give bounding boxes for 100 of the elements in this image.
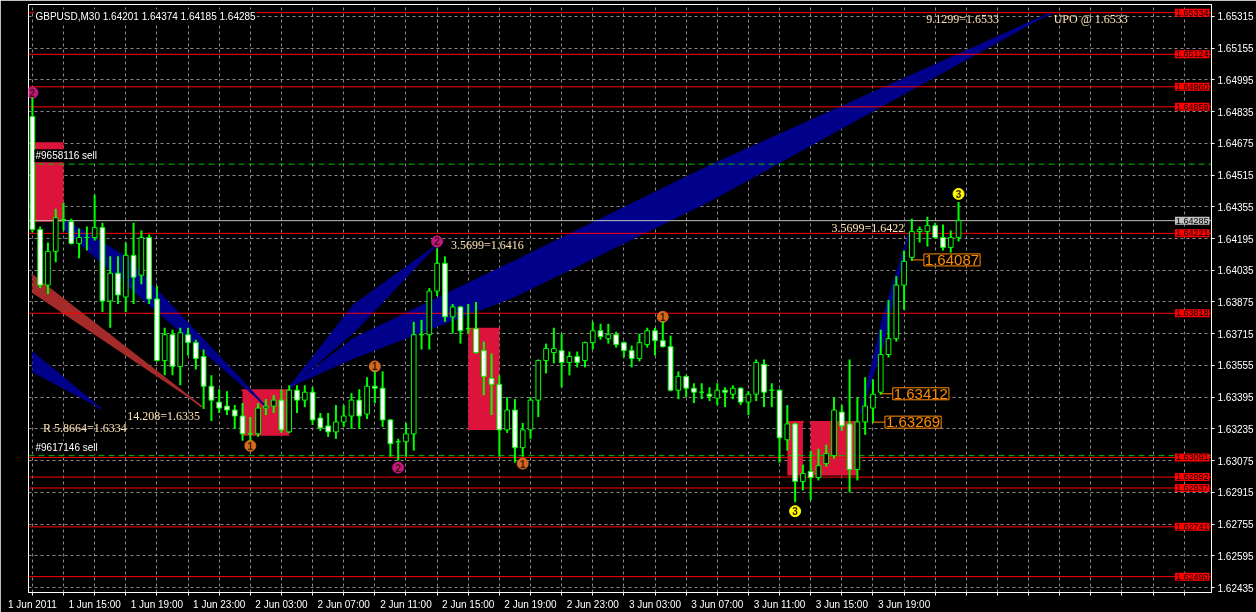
candlestick <box>473 301 479 354</box>
candlestick <box>231 405 238 429</box>
candlestick <box>722 387 728 408</box>
annotation: 2 <box>395 462 402 474</box>
x-tick-label: 1 Jun 15:00 <box>68 598 122 610</box>
candlestick <box>239 403 246 441</box>
candlestick <box>403 422 409 457</box>
ref-line-label: 1.65124 <box>1175 49 1209 60</box>
annotation: 14.208=1.6335 <box>127 409 201 424</box>
ref-line-label: 1.64221 <box>1175 228 1209 239</box>
x-tick-label: 2 Jun 15:00 <box>442 598 495 610</box>
ref-line-label: #9617146 sell <box>35 441 98 453</box>
candlestick <box>325 413 331 437</box>
x-tick-label: 3 Jun 11:00 <box>753 598 806 610</box>
candlestick <box>216 389 223 414</box>
candlestick <box>224 391 230 416</box>
ref-line-label: 1.65334 <box>1175 7 1209 18</box>
x-tick-label: 3 Jun 19:00 <box>877 598 931 610</box>
candlestick <box>76 228 82 259</box>
annotation: 1 <box>660 311 667 323</box>
ref-line-label: 1.62741 <box>1175 521 1209 532</box>
y-tick-label: 1.63075 <box>1217 455 1255 467</box>
annotation: 3.5699=1.6416 <box>451 238 524 253</box>
y-tick-label: 1.62755 <box>1217 519 1255 531</box>
candlestick <box>901 250 907 310</box>
y-tick-label: 1.63715 <box>1217 328 1255 340</box>
y-tick-label: 1.65315 <box>1217 11 1255 23</box>
x-tick-label: 2 Jun 07:00 <box>317 598 371 610</box>
candlestick <box>372 371 378 404</box>
y-tick-label: 1.62915 <box>1217 487 1255 499</box>
text: GBPUSD,M30 1.64201 1.64374 1.64185 1.64285 <box>35 10 257 22</box>
candlestick <box>333 405 339 439</box>
candlestick <box>68 218 75 245</box>
y-tick-label: 1.63395 <box>1217 392 1255 404</box>
annotation: 1.63412 <box>893 384 948 402</box>
y-tick-label: 1.64995 <box>1217 74 1255 86</box>
candlestick <box>193 339 199 370</box>
candlestick <box>862 377 868 435</box>
y-tick-label: 1.62435 <box>1217 582 1255 594</box>
annotation: 3 <box>955 188 962 200</box>
y-tick-label: 1.63555 <box>1217 360 1255 372</box>
ref-line-label: 1.62992 <box>1175 472 1209 483</box>
candlestick <box>185 327 191 356</box>
candlestick <box>301 385 308 408</box>
y-tick-label: 1.64355 <box>1217 201 1255 213</box>
candlestick <box>800 464 806 491</box>
annotation: 1.63269 <box>885 413 941 431</box>
ref-line-label: 1.64960 <box>1175 81 1209 92</box>
candlestick <box>582 341 588 368</box>
y-tick-label: 1.65155 <box>1217 43 1255 55</box>
annotation: 1 <box>519 458 526 470</box>
annotation: 2 <box>434 236 441 248</box>
x-tick-label: 2 Jun 23:00 <box>566 598 620 610</box>
candlestick <box>488 353 495 416</box>
annotation: 3.5699=1.6422 <box>831 220 905 235</box>
candlestick <box>294 385 300 414</box>
annotation: 9.1299=1.6533 <box>926 11 999 26</box>
annotation: 2 <box>29 87 36 99</box>
candlestick <box>652 327 658 356</box>
y-tick-label: 1.62595 <box>1217 550 1255 562</box>
y-tick-label: 1.64675 <box>1217 138 1255 150</box>
candlestick <box>348 393 355 429</box>
y-tick-label: 1.64035 <box>1217 265 1255 277</box>
annotation: R 5.8664=1.6334 <box>43 421 127 436</box>
ref-line-label: 1.62490 <box>1175 571 1209 582</box>
candlestick <box>589 321 596 350</box>
annotation: 1 <box>247 440 254 452</box>
x-tick-label: 1 Jun 19:00 <box>130 598 184 610</box>
candlestick <box>519 422 526 457</box>
ref-line-label: 1.63818 <box>1175 308 1209 319</box>
x-tick-label: 1 Jun 23:00 <box>193 598 246 610</box>
ref-line-label: 1.64285 <box>1175 215 1209 226</box>
x-tick-label: 2 Jun 11:00 <box>380 598 433 610</box>
annotation: 3 <box>792 506 799 518</box>
candlestick <box>504 397 510 433</box>
x-tick-label: 3 Jun 03:00 <box>628 598 682 610</box>
candlestick <box>940 224 946 251</box>
x-tick-label: 3 Jun 07:00 <box>691 598 744 610</box>
candlestick <box>823 444 830 467</box>
x-tick-label: 2 Jun 03:00 <box>255 598 309 610</box>
y-tick-label: 1.63875 <box>1217 296 1255 308</box>
x-tick-label: 1 Jun 2011 <box>8 598 58 610</box>
candlestick <box>955 202 962 242</box>
ref-line-label: 1.62937 <box>1175 482 1209 493</box>
annotation: UPO @ 1.6533 <box>1053 12 1128 27</box>
candlestick <box>659 321 666 348</box>
ref-line-label: 1.64859 <box>1175 101 1209 112</box>
y-tick-label: 1.64195 <box>1217 233 1255 245</box>
candlestick <box>838 405 845 431</box>
candlestick <box>714 383 721 406</box>
candlestick <box>543 343 549 374</box>
candlestick <box>551 327 557 364</box>
ref-line-label: 1.63091 <box>1175 452 1209 463</box>
ref-line-label: #9658116 sell <box>35 150 98 162</box>
candlestick <box>683 375 689 398</box>
x-tick-label: 2 Jun 19:00 <box>504 598 558 610</box>
candlestick <box>356 389 363 429</box>
candlestick <box>115 256 121 304</box>
x-tick-label: 3 Jun 15:00 <box>815 598 869 610</box>
candlestick <box>340 405 347 427</box>
